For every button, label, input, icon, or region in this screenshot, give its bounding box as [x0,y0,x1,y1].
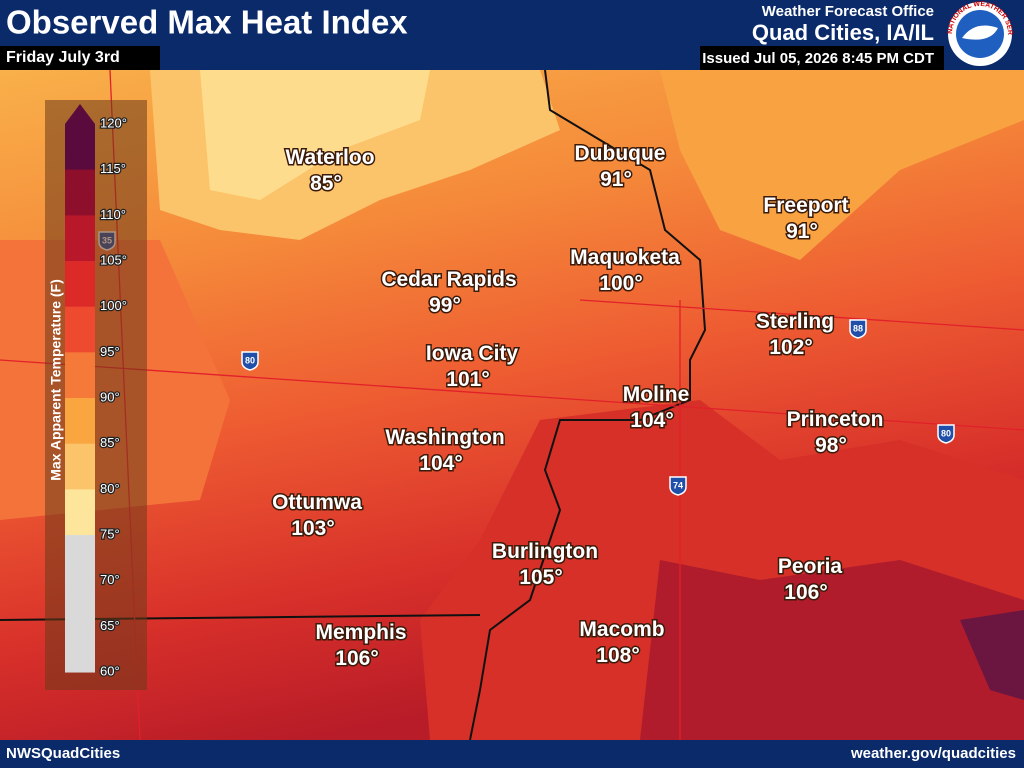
city-name: Washington [385,426,504,449]
office: Weather Forecast Office [762,3,934,20]
legend-tick: 115° [100,161,126,176]
highway-shield [849,319,867,339]
zone-110 [640,560,1024,740]
highway-line [0,69,1024,741]
zone-115 [960,610,1024,700]
city-temp: 85° [310,172,342,195]
state-border [469,69,707,741]
city-temp: 105° [519,566,562,589]
legend-tick: 120° [100,115,127,130]
location: Quad Cities, IA/IL [752,20,934,45]
footer-bar [0,740,1024,768]
city-name: Princeton [787,408,884,431]
legend-tick: 60° [100,663,120,678]
footer-left: NWSQuadCities [6,745,120,762]
legend-swatch [65,261,95,308]
legend-swatch [65,443,95,490]
city-temp: 108° [596,644,639,667]
city-name: Iowa City [426,342,519,365]
legend-tick: 85° [100,435,120,450]
legend-tick: 70° [100,572,120,587]
legend-swatch [65,169,95,216]
date-bar [0,46,160,70]
legend-tick: 110° [100,207,126,222]
city-temp: 104° [419,452,462,475]
legend-tick: 95° [100,344,120,359]
highway-number: 80 [245,355,255,365]
city-temp: 100° [599,272,642,295]
city-temp: 102° [769,336,812,359]
footer-right: weather.gov/quadcities [850,745,1016,762]
highway-number: 74 [673,480,683,490]
legend-swatch [65,215,95,262]
city-temp: 101° [446,368,489,391]
legend-tick: 105° [100,252,127,267]
highway-shield [669,476,687,496]
legend-arrow [65,104,95,124]
city-temp: 91° [786,220,818,243]
legend-swatch [65,306,95,353]
city-name: Ottumwa [272,491,362,514]
city-name: Cedar Rapids [381,268,516,291]
city-name: Freeport [763,194,848,217]
city-name: Dubuque [575,142,666,165]
highway-shield [241,351,259,371]
city-labels: Waterloo 85° Dubuque 91° Freeport 91° Cedar Ra… [271,141,885,672]
legend-swatch [65,626,95,673]
city-name: Moline [623,383,690,406]
zone-80 [200,70,430,200]
legend-swatch [65,535,95,582]
legend-tick: 100° [100,298,127,313]
city-temp: 91° [600,168,632,191]
legend: Max Apparent Temperature (F) 120° 115° 110… [48,104,128,680]
city-name: Burlington [492,540,598,563]
city-temp: 106° [784,581,827,604]
legend-swatch [65,124,95,171]
legend-tick: 90° [100,389,120,404]
highway-number: 88 [853,323,863,333]
city-temp: 106° [335,647,378,670]
city-name: Waterloo [285,146,374,169]
city-name: Peoria [778,555,843,578]
legend-swatch [65,580,95,627]
city-name: Maquoketa [570,246,680,269]
issued: Issued Jul 05, 2026 8:45 PM CDT [702,50,934,67]
city-name: Memphis [315,621,406,644]
city-name: Macomb [579,618,664,641]
city-temp: 103° [291,517,334,540]
legend-swatch [65,489,95,536]
city-name: Sterling [756,310,834,333]
zone-90 [660,70,1024,260]
legend-box [45,100,147,690]
title: Observed Max Heat Index [6,4,408,41]
issued-bar [700,46,944,70]
legend-tick: 65° [100,618,120,633]
highway-number: 80 [941,428,951,438]
highway-shield [937,424,955,444]
city-temp: 98° [815,434,847,457]
legend-swatch [65,398,95,445]
city-temp: 104° [630,409,673,432]
legend-tick: 80° [100,481,120,496]
heat-map [0,69,1024,741]
city-temp: 99° [429,294,461,317]
legend-swatch [65,352,95,399]
legend-tick: 75° [100,526,120,541]
legend-title: Max Apparent Temperature (F) [48,279,64,480]
date: Friday July 3rd [6,49,120,66]
